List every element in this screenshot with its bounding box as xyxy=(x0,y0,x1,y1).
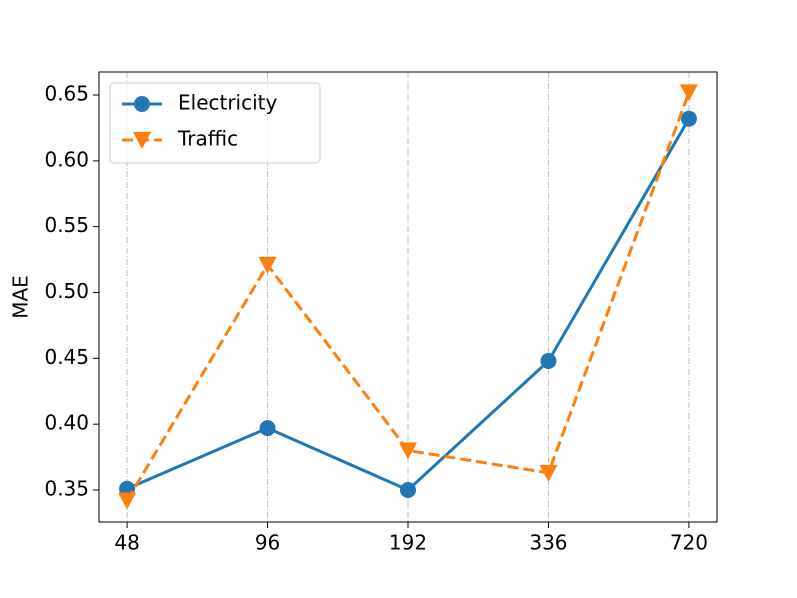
data-point xyxy=(680,110,697,127)
plot-frame xyxy=(98,71,718,523)
data-point xyxy=(118,492,137,510)
x-tick-label: 48 xyxy=(114,531,139,555)
y-tick-label: 0.40 xyxy=(44,411,89,435)
legend: Electricity Traffic xyxy=(109,82,321,164)
x-tick-label: 720 xyxy=(670,531,708,555)
legend-label: Traffic xyxy=(177,127,238,151)
y-axis-label: MAE xyxy=(9,275,33,319)
data-point xyxy=(399,442,417,460)
y-tick-label: 0.65 xyxy=(44,82,89,106)
data-point xyxy=(539,464,558,482)
y-tick-label: 0.55 xyxy=(44,213,89,237)
data-point xyxy=(259,420,276,437)
legend-marker xyxy=(133,132,151,149)
x-tick-label: 192 xyxy=(389,531,427,555)
y-tick-label: 0.50 xyxy=(44,279,89,303)
series-line xyxy=(125,91,691,502)
data-point xyxy=(258,256,277,274)
legend-label: Electricity xyxy=(178,91,278,115)
x-tick-label: 96 xyxy=(255,531,280,555)
y-tick-label: 0.60 xyxy=(44,147,89,171)
y-tick-label: 0.45 xyxy=(44,345,89,369)
data-point xyxy=(540,352,557,369)
x-tick-label: 336 xyxy=(529,531,567,555)
y-tick-label: 0.35 xyxy=(44,477,89,501)
legend-frame xyxy=(109,82,321,164)
data-point xyxy=(679,84,698,102)
data-point xyxy=(400,482,416,499)
legend-marker xyxy=(134,96,150,112)
